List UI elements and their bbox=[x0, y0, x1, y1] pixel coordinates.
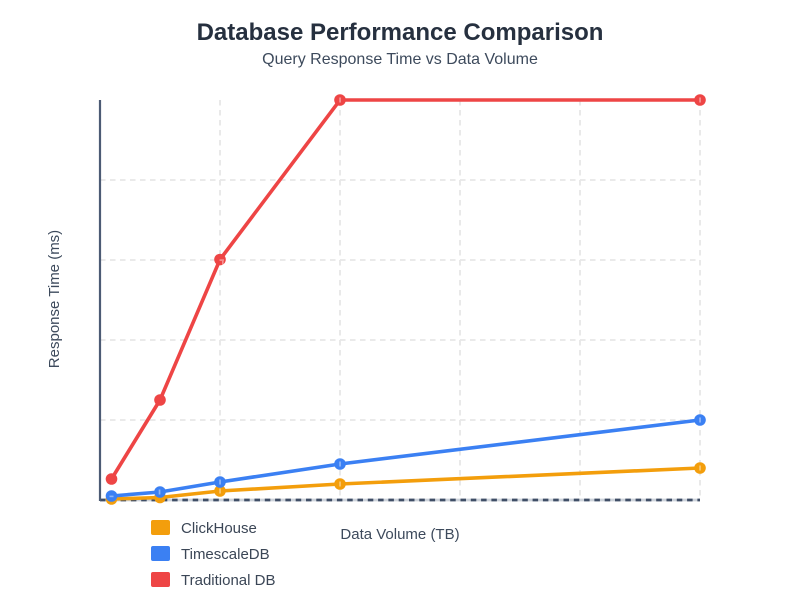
svg-text:TimescaleDB: TimescaleDB bbox=[181, 546, 270, 563]
svg-text:Database Performance Compariso: Database Performance Comparison bbox=[197, 19, 604, 46]
svg-text:Data Volume (TB): Data Volume (TB) bbox=[340, 526, 459, 543]
svg-text:Query Response Time vs Data Vo: Query Response Time vs Data Volume bbox=[262, 51, 538, 68]
svg-text:ClickHouse: ClickHouse bbox=[181, 520, 257, 537]
svg-text:Traditional DB: Traditional DB bbox=[181, 572, 275, 589]
svg-text:Response Time (ms): Response Time (ms) bbox=[46, 230, 63, 368]
